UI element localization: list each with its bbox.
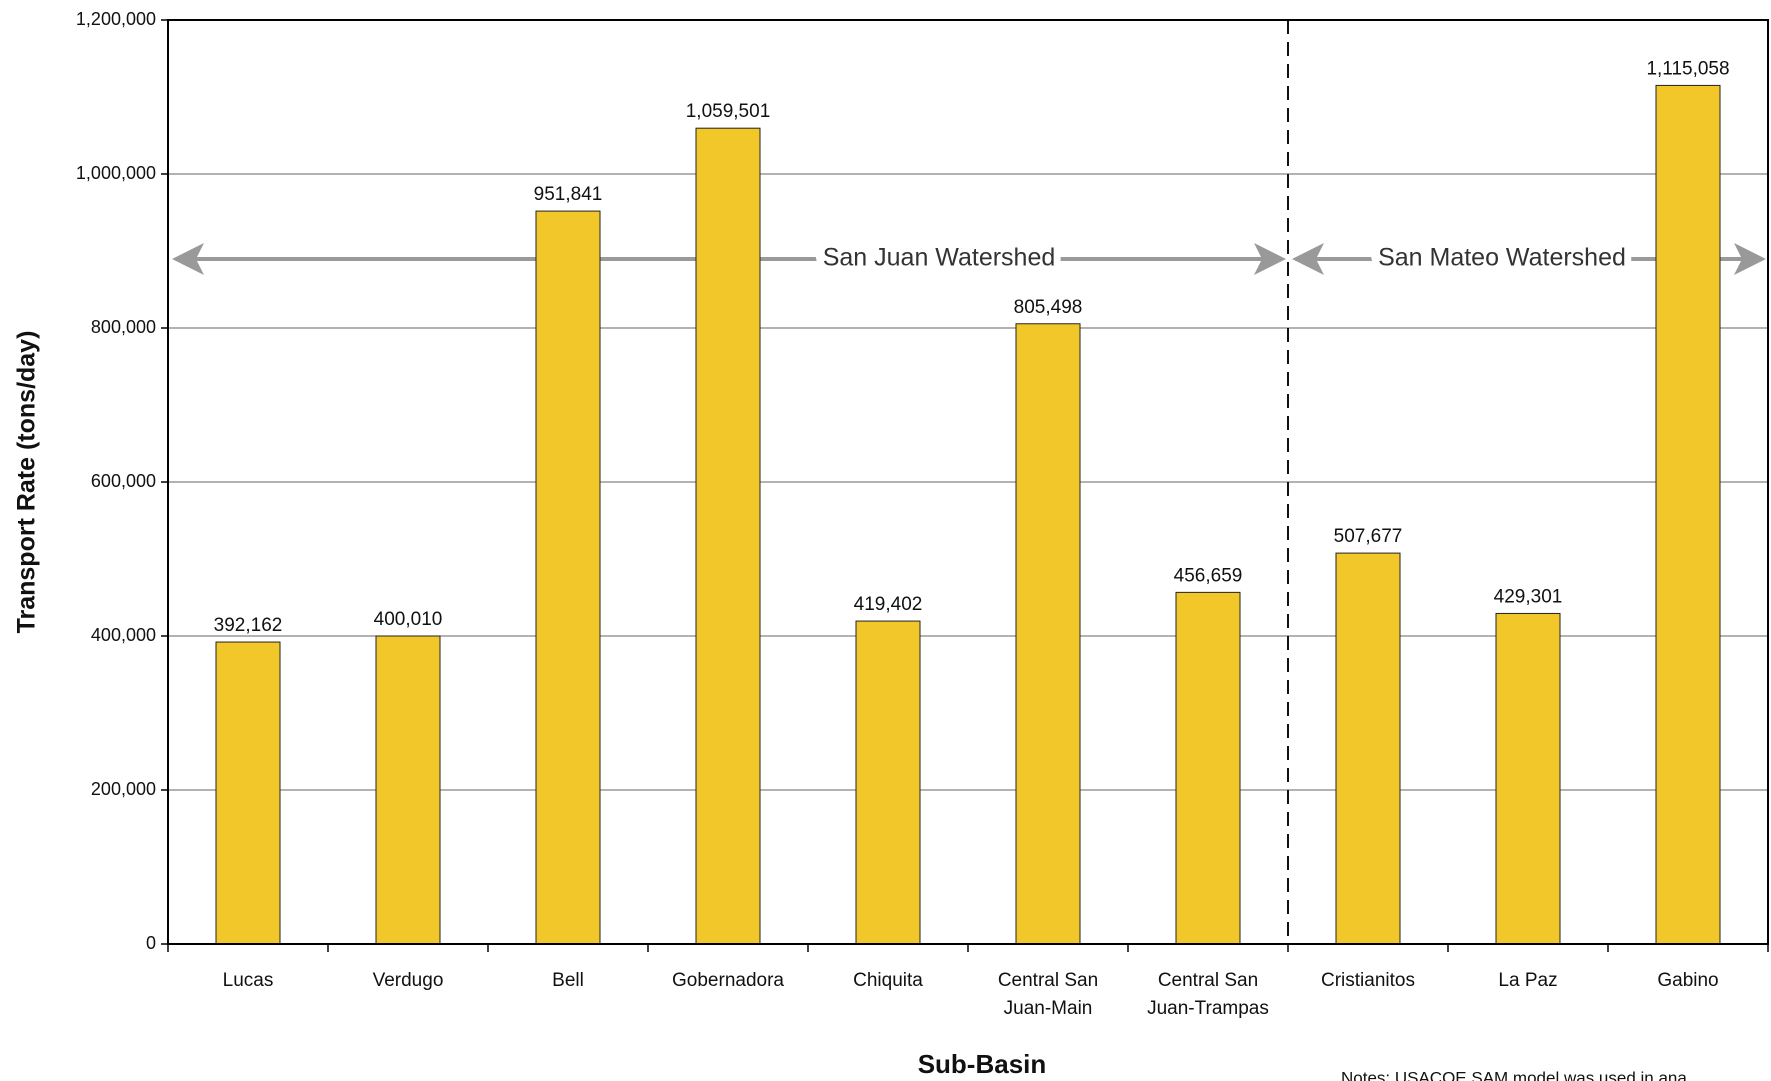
- bar: [535, 210, 601, 945]
- x-tick-label: Bell: [552, 970, 584, 991]
- bar: [1335, 552, 1401, 945]
- x-tick-label: Verdugo: [372, 970, 444, 991]
- data-label: 456,659: [1174, 565, 1243, 586]
- x-tick-label: Chiquita: [853, 970, 923, 991]
- bar: [695, 127, 761, 945]
- plot-frame: [167, 19, 1769, 945]
- y-tick-label: 1,000,000: [76, 163, 156, 183]
- bar: [1015, 323, 1081, 945]
- data-label: 419,402: [854, 594, 923, 615]
- y-tick-label: 800,000: [91, 317, 156, 337]
- data-label: 429,301: [1494, 586, 1563, 607]
- bar: [1655, 84, 1721, 945]
- data-label: 1,115,058: [1646, 58, 1729, 79]
- data-label: 400,010: [374, 609, 443, 630]
- note: Notes: USACOE SAM model was used in ana: [1341, 1068, 1687, 1081]
- x-tick-label: Cristianitos: [1321, 970, 1415, 991]
- y-tick-label: 1,200,000: [76, 9, 156, 29]
- annotation: San Mateo Watershed: [1378, 244, 1626, 272]
- data-label: 951,841: [534, 184, 603, 205]
- y-tick-label: 600,000: [91, 471, 156, 491]
- data-label: 805,498: [1014, 297, 1083, 318]
- bar: [1175, 591, 1241, 945]
- bar: [1495, 612, 1561, 945]
- y-tick-label: 400,000: [91, 625, 156, 645]
- x-tick-label: La Paz: [1498, 970, 1558, 991]
- bar: [375, 635, 441, 945]
- bar: [855, 620, 921, 945]
- bar: [215, 641, 281, 945]
- x-tick-label: Gobernadora: [672, 970, 784, 991]
- annotation: San Juan Watershed: [823, 244, 1056, 272]
- x-axis-title: Sub-Basin: [918, 1049, 1047, 1079]
- x-tick-label: Central San Juan-Main: [997, 970, 1099, 1019]
- x-tick-label: Central San Juan-Trampas: [1147, 970, 1269, 1019]
- x-tick-label: Lucas: [222, 970, 274, 991]
- x-tick-label: Gabino: [1657, 970, 1719, 991]
- data-label: 392,162: [214, 615, 283, 636]
- y-tick-label: 200,000: [91, 779, 156, 799]
- y-axis-title: Transport Rate (tons/day): [13, 331, 41, 634]
- data-label: 507,677: [1334, 526, 1403, 547]
- y-tick-label: 0: [146, 933, 156, 953]
- data-label: 1,059,501: [686, 101, 771, 122]
